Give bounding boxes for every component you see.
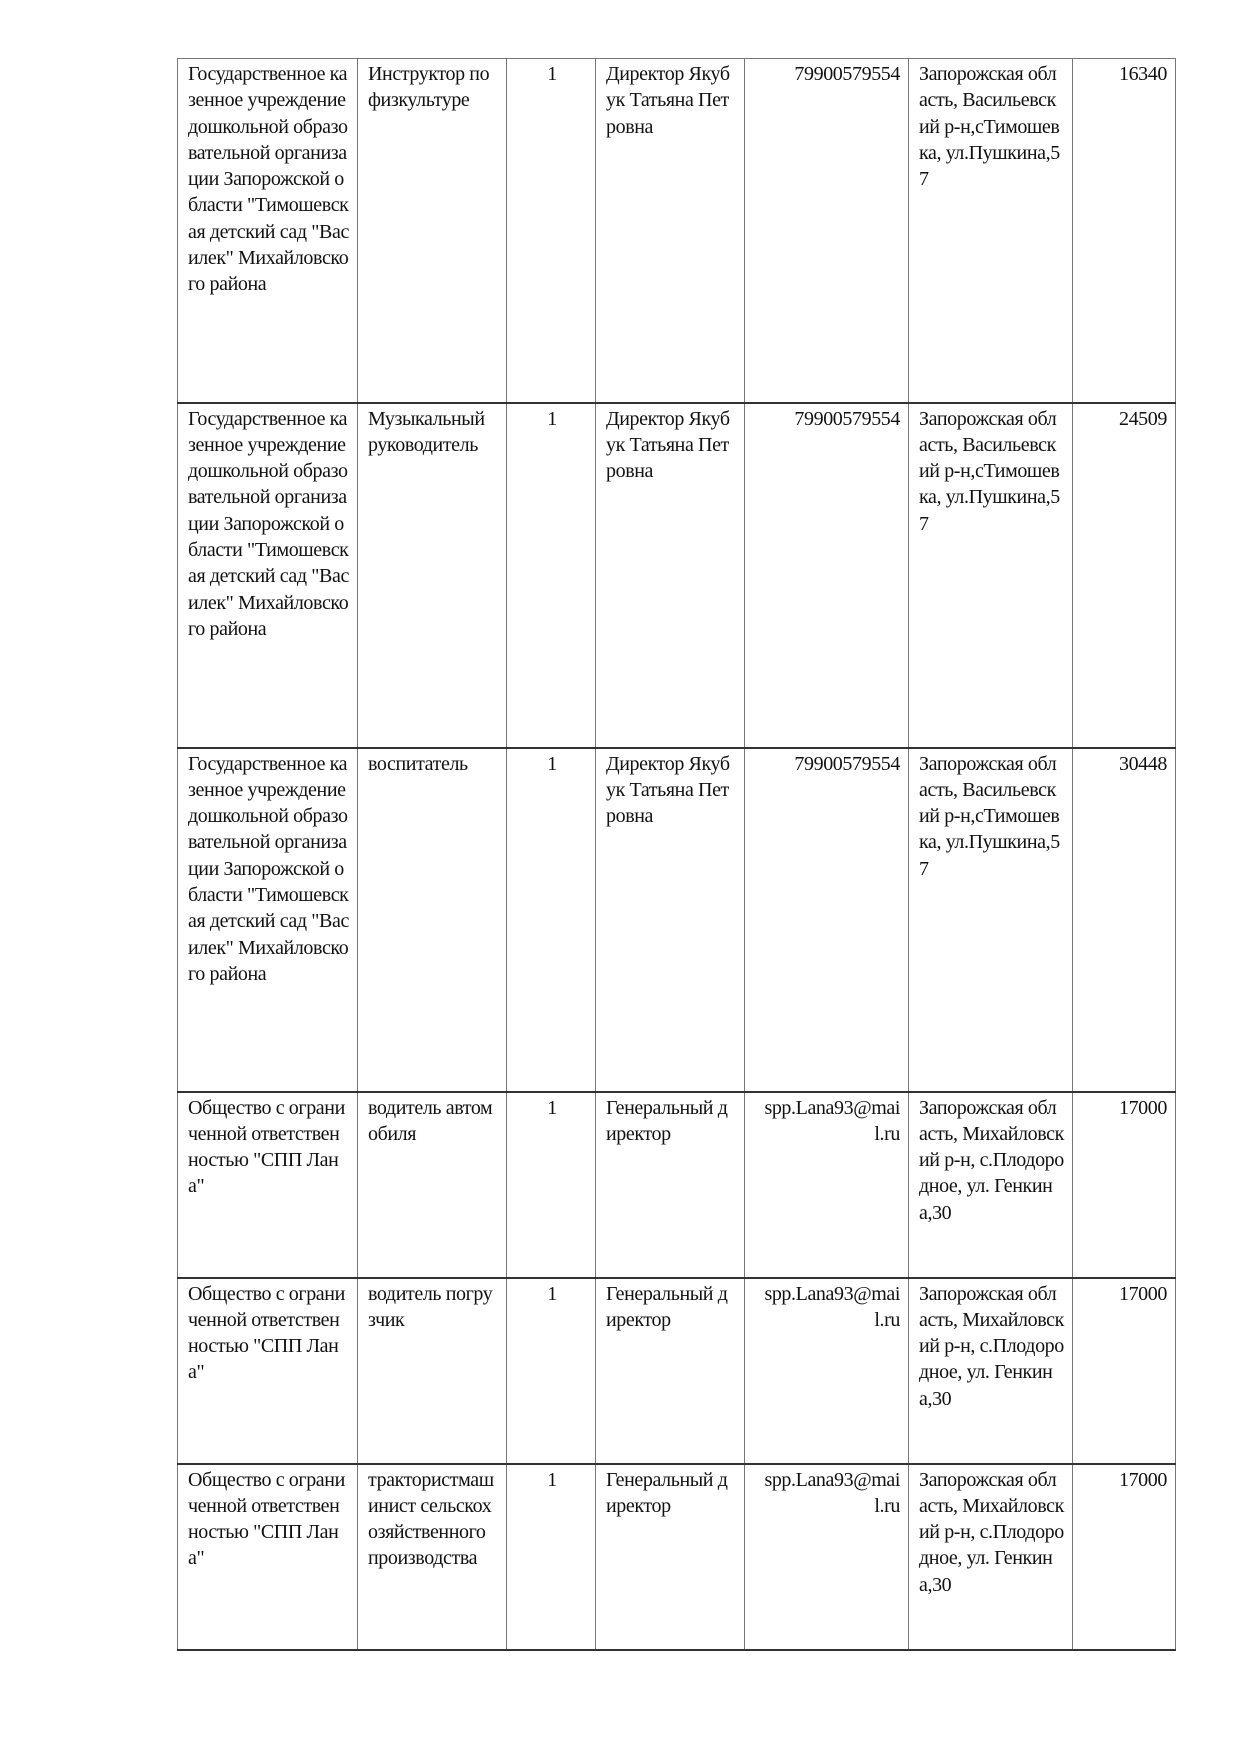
cell-count: 1 bbox=[506, 58, 596, 403]
cell-salary: 17000 bbox=[1072, 1277, 1176, 1464]
cell-salary: 17000 bbox=[1072, 1463, 1176, 1650]
cell-organization: Государственное казенное учреждение дошк… bbox=[177, 402, 358, 748]
cell-contact: 79900579554 bbox=[744, 58, 909, 403]
cell-contact-person: Директор Якубук Татьяна Петровна bbox=[595, 747, 745, 1092]
table-row: Общество с ограниченной ответственностью… bbox=[177, 1463, 1176, 1650]
cell-contact-person: Генеральный директор bbox=[595, 1277, 745, 1464]
cell-contact: 79900579554 bbox=[744, 747, 909, 1092]
cell-organization: Общество с ограниченной ответственностью… bbox=[177, 1463, 358, 1650]
cell-contact-person: Директор Якубук Татьяна Петровна bbox=[595, 58, 745, 403]
cell-address: Запорожская область, Михайловский р-н, с… bbox=[908, 1091, 1073, 1278]
table-row: Государственное казенное учреждение дошк… bbox=[177, 402, 1176, 748]
cell-position: водитель погрузчик bbox=[357, 1277, 507, 1464]
cell-salary: 17000 bbox=[1072, 1091, 1176, 1278]
table-row: Общество с ограниченной ответственностью… bbox=[177, 1091, 1176, 1278]
cell-salary: 16340 bbox=[1072, 58, 1176, 403]
table-row: Государственное казенное учреждение дошк… bbox=[177, 747, 1176, 1092]
cell-contact: 79900579554 bbox=[744, 402, 909, 748]
cell-salary: 30448 bbox=[1072, 747, 1176, 1092]
cell-contact-person: Директор Якубук Татьяна Петровна bbox=[595, 402, 745, 748]
cell-salary: 24509 bbox=[1072, 402, 1176, 748]
cell-organization: Государственное казенное учреждение дошк… bbox=[177, 747, 358, 1092]
cell-address: Запорожская область, Михайловский р-н, с… bbox=[908, 1277, 1073, 1464]
cell-organization: Государственное казенное учреждение дошк… bbox=[177, 58, 358, 403]
cell-count: 1 bbox=[506, 747, 596, 1092]
cell-contact: spp.Lana93@mail.ru bbox=[744, 1463, 909, 1650]
cell-address: Запорожская область, Михайловский р-н, с… bbox=[908, 1463, 1073, 1650]
table-row: Общество с ограниченной ответственностью… bbox=[177, 1277, 1176, 1464]
cell-count: 1 bbox=[506, 402, 596, 748]
cell-organization: Общество с ограниченной ответственностью… bbox=[177, 1091, 358, 1278]
table-row: Государственное казенное учреждение дошк… bbox=[177, 58, 1176, 403]
cell-position: Музыкальный руководитель bbox=[357, 402, 507, 748]
cell-position: трактористмашинист сельскохозяйственного… bbox=[357, 1463, 507, 1650]
cell-address: Запорожская область, Васильевский р-н,сТ… bbox=[908, 402, 1073, 748]
cell-position: воспитатель bbox=[357, 747, 507, 1092]
cell-position: Инструктор по физкультуре bbox=[357, 58, 507, 403]
cell-contact: spp.Lana93@mail.ru bbox=[744, 1277, 909, 1464]
cell-organization: Общество с ограниченной ответственностью… bbox=[177, 1277, 358, 1464]
cell-address: Запорожская область, Васильевский р-н,сТ… bbox=[908, 58, 1073, 403]
cell-position: водитель автомобиля bbox=[357, 1091, 507, 1278]
cell-count: 1 bbox=[506, 1277, 596, 1464]
cell-contact-person: Генеральный директор bbox=[595, 1463, 745, 1650]
cell-contact: spp.Lana93@mail.ru bbox=[744, 1091, 909, 1278]
cell-contact-person: Генеральный директор bbox=[595, 1091, 745, 1278]
cell-count: 1 bbox=[506, 1463, 596, 1650]
cell-count: 1 bbox=[506, 1091, 596, 1278]
vacancy-table: Государственное казенное учреждение дошк… bbox=[177, 58, 1176, 1651]
cell-address: Запорожская область, Васильевский р-н,сТ… bbox=[908, 747, 1073, 1092]
